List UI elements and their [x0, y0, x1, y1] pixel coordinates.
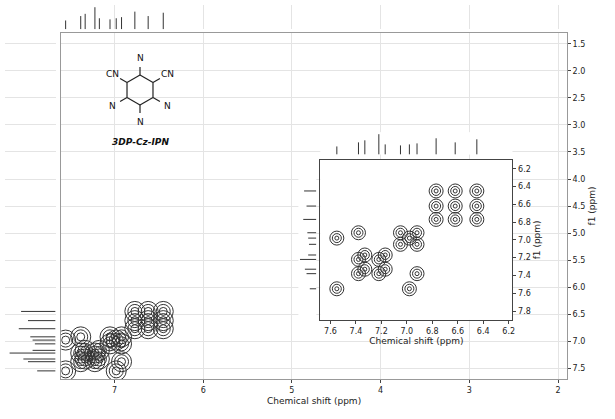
svg-text:6.0: 6.0: [573, 283, 586, 292]
svg-text:Chemical shift (ppm): Chemical shift (ppm): [267, 396, 361, 406]
svg-text:7.8: 7.8: [518, 307, 531, 316]
svg-text:f1 (ppm): f1 (ppm): [532, 220, 542, 259]
svg-text:5.0: 5.0: [573, 229, 586, 238]
svg-text:6.5: 6.5: [573, 310, 586, 319]
svg-text:7.6: 7.6: [518, 289, 531, 298]
svg-text:6.8: 6.8: [518, 218, 531, 227]
svg-text:3: 3: [467, 386, 472, 395]
svg-text:2.5: 2.5: [573, 94, 586, 103]
svg-text:7.5: 7.5: [573, 364, 586, 373]
svg-text:6.4: 6.4: [518, 182, 531, 191]
svg-text:3.0: 3.0: [573, 121, 586, 130]
svg-text:N: N: [164, 101, 171, 111]
svg-text:4: 4: [378, 386, 383, 395]
svg-text:N: N: [137, 117, 144, 127]
svg-text:N: N: [137, 53, 144, 63]
svg-text:3.5: 3.5: [573, 148, 586, 157]
svg-text:7.6: 7.6: [324, 327, 337, 336]
svg-text:7.0: 7.0: [518, 236, 531, 245]
svg-text:6.2: 6.2: [518, 165, 531, 174]
svg-text:f1 (ppm): f1 (ppm): [587, 187, 597, 226]
svg-text:CN: CN: [161, 69, 174, 79]
svg-text:7.4: 7.4: [518, 271, 531, 280]
svg-text:6.6: 6.6: [451, 327, 464, 336]
svg-text:6.6: 6.6: [518, 200, 531, 209]
svg-text:2: 2: [556, 386, 561, 395]
svg-text:7: 7: [112, 386, 117, 395]
svg-text:N: N: [109, 101, 116, 111]
svg-text:7.2: 7.2: [375, 327, 388, 336]
svg-text:5: 5: [289, 386, 294, 395]
svg-text:Chemical shift (ppm): Chemical shift (ppm): [369, 336, 463, 346]
svg-text:CN: CN: [106, 69, 119, 79]
svg-text:7.2: 7.2: [518, 253, 531, 262]
svg-text:2.0: 2.0: [573, 67, 586, 76]
svg-text:6.8: 6.8: [426, 327, 439, 336]
svg-text:3DP-Cz-IPN: 3DP-Cz-IPN: [112, 137, 169, 147]
svg-text:7.4: 7.4: [350, 327, 363, 336]
svg-text:7.0: 7.0: [573, 337, 586, 346]
svg-text:4.0: 4.0: [573, 175, 586, 184]
svg-text:6: 6: [201, 386, 206, 395]
svg-text:6.2: 6.2: [502, 327, 515, 336]
svg-text:1.5: 1.5: [573, 40, 586, 49]
svg-text:5.5: 5.5: [573, 256, 586, 265]
svg-text:6.4: 6.4: [477, 327, 490, 336]
svg-text:7.0: 7.0: [400, 327, 413, 336]
svg-text:4.5: 4.5: [573, 202, 586, 211]
